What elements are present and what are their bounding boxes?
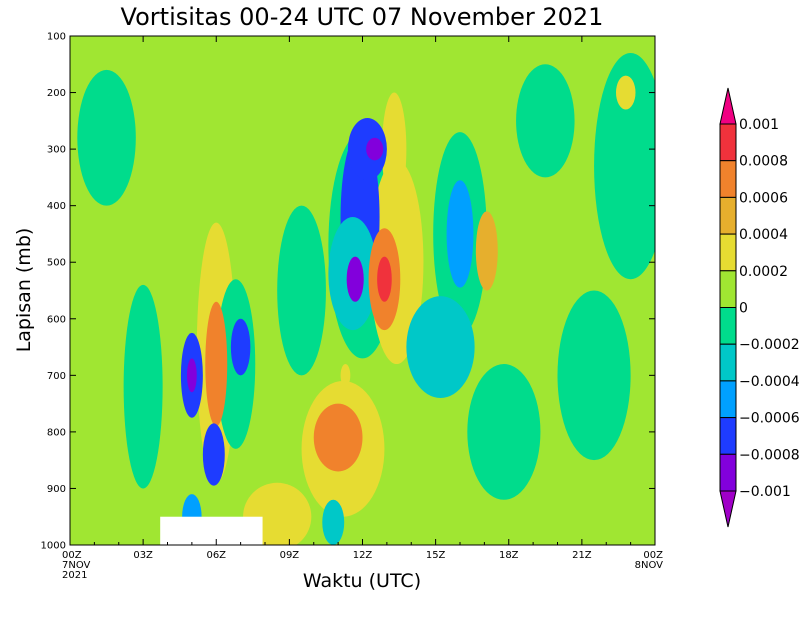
contour-cell	[340, 364, 351, 387]
x-axis-label: Waktu (UTC)	[303, 570, 421, 592]
x-tick-sublabel: 8NOV	[635, 560, 664, 571]
contour-cell	[616, 75, 636, 110]
colorbar-swatch	[719, 123, 737, 162]
y-ticks: 100 200 300 400 500 600 700 800 900 1000	[41, 32, 655, 552]
colorbar-swatch	[719, 270, 737, 308]
x-tick-sublabel: 7NOV	[62, 560, 91, 571]
x-tick-label: 06Z	[206, 550, 226, 561]
colorbar-label: −0.0006	[739, 411, 800, 427]
contour-cell	[77, 69, 136, 206]
y-tick-label: 100	[47, 32, 66, 43]
contour-cell	[202, 423, 225, 486]
contour-cell	[205, 301, 228, 427]
colorbar-label: 0.001	[739, 117, 779, 133]
masked-region	[160, 516, 263, 545]
colorbar-upper-extend	[719, 87, 737, 125]
colorbar-swatch	[719, 380, 737, 419]
contour-cell	[446, 180, 474, 288]
colorbar-swatch	[719, 196, 737, 235]
y-tick-label: 500	[47, 258, 66, 269]
y-tick-label: 800	[47, 427, 66, 438]
colorbar-label: 0.0004	[739, 227, 788, 243]
contour-cell	[594, 53, 655, 280]
colorbar-label: 0	[739, 301, 748, 317]
colorbar: 0.001 0.0008 0.0006 0.0004 0.0002 0 −0.0002 −0.…	[719, 87, 800, 528]
chart-title: Vortisitas 00-24 UTC 07 November 2021	[121, 3, 604, 31]
x-tick-label: 03Z	[133, 550, 153, 561]
contour-cell	[382, 92, 407, 206]
contour-cell	[366, 137, 384, 161]
y-tick-label: 700	[47, 371, 66, 382]
contour-cell	[187, 358, 197, 393]
colorbar-label: 0.0006	[739, 190, 788, 206]
contour-cell	[277, 205, 326, 376]
x-tick-label: 12Z	[353, 550, 373, 561]
contour-cell	[313, 403, 363, 472]
x-tick-label: 15Z	[426, 550, 446, 561]
y-tick-label: 1000	[41, 541, 66, 552]
colorbar-lower-extend	[719, 490, 737, 528]
colorbar-label: −0.0004	[739, 374, 800, 390]
colorbar-swatch	[719, 160, 737, 198]
x-tick-sublabel: 2021	[62, 570, 87, 581]
contour-cell	[346, 256, 364, 302]
contour-cell	[475, 211, 498, 291]
contour-cell	[322, 499, 345, 545]
colorbar-label: −0.0008	[739, 447, 800, 463]
contour-cell	[406, 296, 475, 398]
y-tick-label: 200	[47, 88, 66, 99]
contour-cell	[467, 364, 541, 500]
y-tick-label: 600	[47, 314, 66, 325]
y-tick-label: 400	[47, 201, 66, 212]
y-tick-label: 300	[47, 145, 66, 156]
x-tick-label: 00Z	[643, 550, 663, 561]
colorbar-label: −0.0002	[739, 337, 800, 353]
y-axis-label: Lapisan (mb)	[13, 228, 35, 353]
colorbar-label: −0.001	[739, 484, 791, 500]
x-tick-label: 21Z	[572, 550, 592, 561]
contour-cell	[516, 64, 575, 178]
colorbar-swatch	[719, 417, 737, 455]
x-tick-label: 00Z	[62, 550, 82, 561]
contour-cell	[230, 318, 251, 376]
y-tick-label: 900	[47, 484, 66, 495]
colorbar-swatch	[719, 453, 737, 492]
x-tick-label: 09Z	[280, 550, 300, 561]
x-tick-label: 18Z	[499, 550, 519, 561]
colorbar-swatch	[719, 343, 737, 382]
contour-cell	[377, 256, 392, 302]
contour-cell	[557, 290, 631, 461]
contour-cell	[123, 284, 163, 489]
colorbar-label: 0.0008	[739, 154, 788, 170]
colorbar-swatch	[719, 307, 737, 345]
colorbar-swatch	[719, 233, 737, 272]
contour-layer	[77, 53, 655, 545]
colorbar-label: 0.0002	[739, 264, 788, 280]
